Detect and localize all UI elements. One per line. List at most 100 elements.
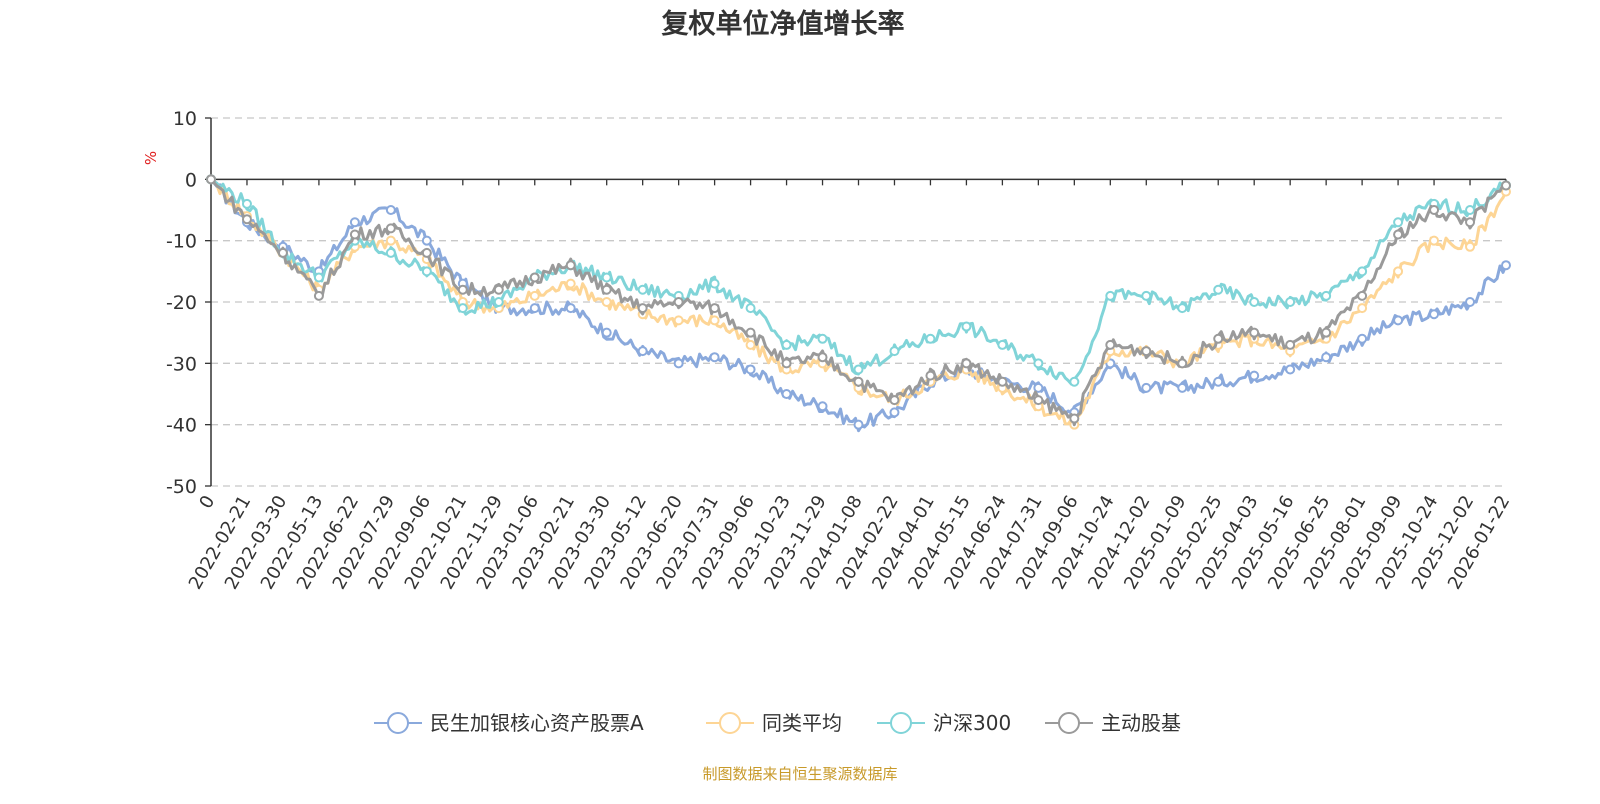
data-point — [1069, 376, 1080, 387]
data-point — [349, 229, 360, 240]
data-point — [961, 321, 972, 332]
legend-item[interactable]: 民生加银核心资产股票A — [374, 711, 644, 735]
data-point — [1429, 235, 1440, 246]
data-point — [1357, 303, 1368, 314]
data-point — [385, 223, 396, 234]
x-tick-label: 0 — [195, 492, 219, 512]
data-point — [1285, 297, 1296, 307]
data-point — [1357, 266, 1368, 277]
data-point — [1429, 309, 1440, 320]
data-point — [1393, 315, 1404, 326]
data-point — [1357, 333, 1368, 344]
data-point — [529, 272, 540, 283]
y-tick-label: 0 — [185, 169, 197, 191]
data-point — [709, 315, 720, 326]
data-point — [1465, 297, 1476, 307]
data-point — [781, 358, 792, 369]
data-point — [745, 364, 756, 375]
data-point — [1033, 358, 1044, 369]
y-tick-label: -40 — [166, 415, 197, 437]
data-point — [1249, 297, 1260, 307]
data-point — [1105, 290, 1116, 301]
data-point — [997, 339, 1008, 350]
data-point — [493, 284, 504, 295]
legend-label: 同类平均 — [762, 711, 842, 735]
y-tick-label: 10 — [173, 108, 197, 130]
data-point — [853, 364, 864, 375]
legend-item[interactable]: 同类平均 — [706, 711, 842, 735]
legend-item[interactable]: 沪深300 — [877, 711, 1011, 735]
data-point — [565, 303, 576, 314]
data-point — [1213, 333, 1224, 344]
legend-circle-icon — [719, 712, 741, 734]
data-point — [637, 346, 648, 357]
y-tick-label: -10 — [166, 231, 197, 253]
data-point — [853, 419, 864, 430]
legend-item[interactable]: 主动股基 — [1045, 711, 1181, 735]
data-point — [709, 352, 720, 363]
data-point — [601, 284, 612, 295]
data-point — [817, 333, 828, 344]
data-point — [637, 303, 648, 314]
data-point — [277, 247, 288, 258]
data-point — [1501, 260, 1511, 271]
y-tick-label: -50 — [166, 476, 197, 498]
data-point — [889, 395, 900, 406]
data-point — [1213, 284, 1224, 295]
data-point — [817, 352, 828, 363]
data-point — [421, 247, 432, 258]
data-point — [385, 235, 396, 246]
data-point — [889, 407, 900, 418]
data-point — [385, 247, 396, 258]
data-point — [745, 303, 756, 314]
legend-label: 主动股基 — [1101, 711, 1181, 735]
data-point — [1393, 217, 1404, 228]
data-point — [1465, 217, 1476, 228]
data-point — [1249, 370, 1260, 381]
data-point — [241, 214, 252, 225]
chart-title: 复权单位净值增长率 — [662, 8, 905, 40]
data-point — [925, 333, 936, 344]
data-point — [1033, 382, 1044, 393]
data-point — [385, 205, 396, 215]
data-point — [493, 297, 504, 307]
data-point — [529, 290, 540, 301]
data-point — [1285, 339, 1296, 350]
data-point — [1501, 180, 1511, 191]
data-point — [925, 370, 936, 381]
legend-circle-icon — [1058, 712, 1080, 734]
data-point — [817, 401, 828, 412]
y-axis-unit: % — [142, 151, 160, 165]
data-point — [961, 358, 972, 369]
data-point — [709, 303, 720, 314]
data-point — [745, 339, 756, 350]
data-point — [1033, 395, 1044, 406]
footer-source: 制图数据来自恒生聚源数据库 — [702, 765, 897, 783]
data-point — [1141, 382, 1152, 393]
data-point — [349, 217, 360, 228]
data-point — [1465, 205, 1476, 215]
data-point — [421, 235, 432, 246]
data-point — [1213, 376, 1224, 387]
data-point — [997, 376, 1008, 387]
data-point — [1069, 413, 1080, 424]
data-point — [1141, 290, 1152, 301]
data-point — [457, 284, 468, 295]
data-point — [1321, 327, 1332, 338]
data-point — [745, 327, 756, 338]
series-line — [210, 178, 1507, 386]
data-point — [565, 260, 576, 271]
data-point — [1285, 364, 1296, 375]
data-point — [781, 339, 792, 350]
data-point — [673, 315, 684, 326]
data-point — [1249, 327, 1260, 338]
data-point — [1393, 229, 1404, 240]
y-tick-label: -30 — [166, 353, 197, 375]
data-point — [206, 174, 216, 185]
data-point — [1393, 266, 1404, 277]
data-point — [673, 358, 684, 369]
data-point — [709, 278, 720, 289]
data-point — [1177, 382, 1188, 393]
y-tick-label: -20 — [166, 292, 197, 314]
